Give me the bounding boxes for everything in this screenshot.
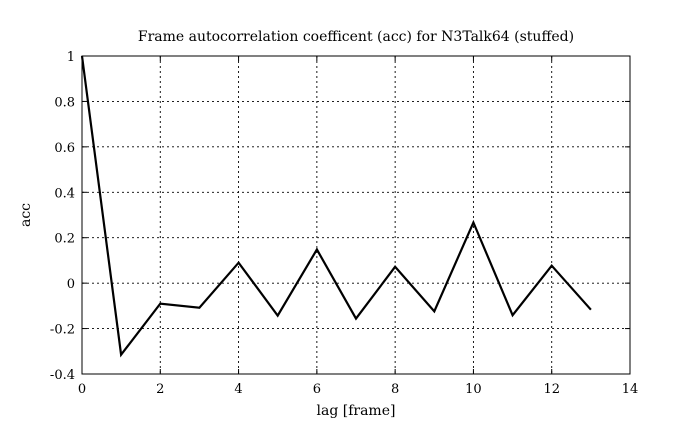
plot-area <box>81 55 631 375</box>
x-tick-label: 6 <box>313 382 321 397</box>
x-tick-label: 2 <box>156 382 164 397</box>
y-tick-label: 0.6 <box>54 141 75 156</box>
y-tick-label: 0.2 <box>54 232 75 247</box>
x-tick-label: 0 <box>78 382 86 397</box>
x-tick-label: 4 <box>234 382 242 397</box>
y-axis-label: acc <box>18 203 34 227</box>
y-tick-label: 0.8 <box>54 95 75 110</box>
series-layer <box>80 55 592 358</box>
x-tick-label: 8 <box>391 382 399 397</box>
y-tick-label: -0.2 <box>50 323 75 338</box>
x-axis-label: lag [frame] <box>317 403 396 419</box>
x-tick-label: 10 <box>465 382 482 397</box>
y-tick-label: 0.4 <box>54 186 75 201</box>
y-tick-label: 1 <box>67 50 75 65</box>
x-tick-label: 12 <box>543 382 560 397</box>
axis-ticks: 0 2 4 6 8 10 12 14 -0.4 -0.2 0 0.2 0.4 0.6 0.8 1 <box>50 50 638 397</box>
acc-series-line <box>80 55 592 358</box>
chart-title: Frame autocorrelation coefficent (acc) f… <box>138 29 574 45</box>
y-tick-label: 0 <box>67 277 75 292</box>
grid <box>82 56 630 374</box>
y-tick-label: -0.4 <box>50 368 75 383</box>
x-tick-label: 14 <box>622 382 639 397</box>
